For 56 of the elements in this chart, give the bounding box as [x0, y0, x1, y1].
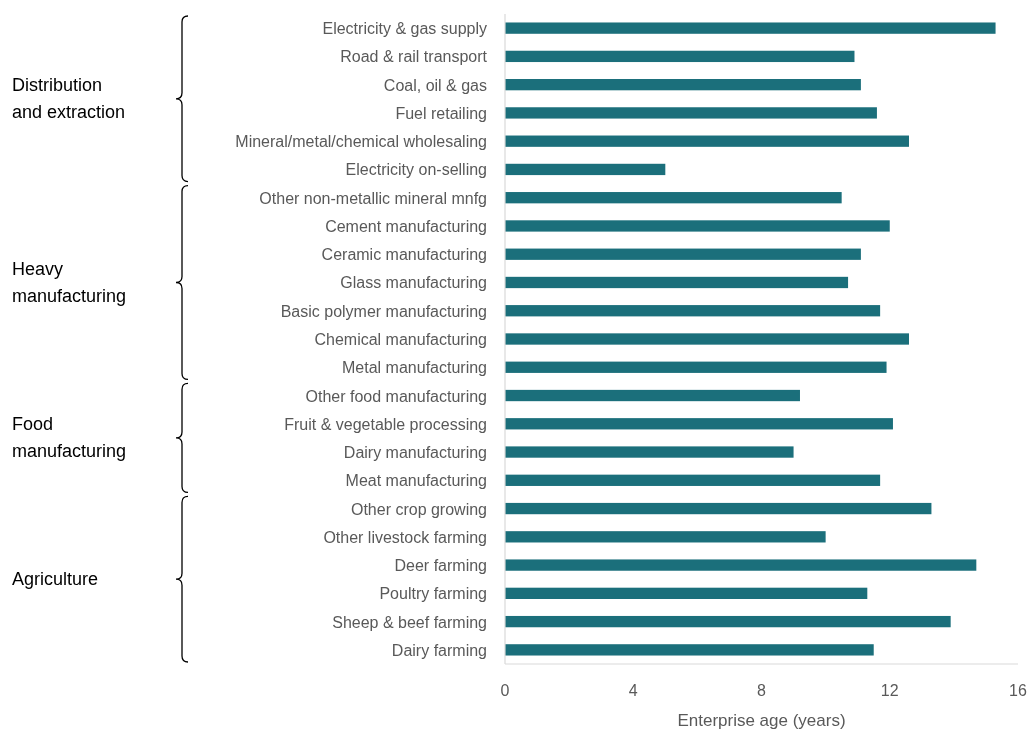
y-tick-label: Other crop growing — [350, 500, 487, 518]
y-tick-label: Deer farming — [394, 557, 487, 575]
y-tick-label: Other non-metallic mineral mnfg — [259, 189, 487, 207]
y-tick-label: Basic polymer manufacturing — [280, 302, 487, 320]
y-tick-label: Mineral/metal/chemical wholesaling — [235, 133, 487, 151]
y-tick-label: Cement manufacturing — [325, 217, 487, 235]
bar — [505, 389, 800, 402]
bar — [505, 559, 977, 571]
y-tick-label: Dairy manufacturing — [343, 444, 487, 462]
y-tick-label: Fuel retailing — [395, 104, 487, 122]
bar — [505, 248, 861, 260]
y-tick-label: Electricity & gas supply — [322, 20, 487, 38]
y-tick-label: Chemical manufacturing — [314, 331, 487, 348]
bar — [505, 531, 826, 543]
bar — [505, 615, 951, 628]
bar — [505, 361, 887, 373]
y-tick-label: Fruit & vegetable processing — [284, 415, 487, 433]
y-tick-label: Poultry farming — [379, 585, 487, 603]
bar — [505, 50, 855, 63]
y-tick-label: Dairy farming — [391, 641, 487, 659]
bar — [505, 79, 861, 91]
bar — [505, 305, 881, 317]
y-tick-label: Glass manufacturing — [340, 274, 487, 292]
bar — [505, 107, 877, 119]
text: Food manufacturing — [12, 414, 127, 462]
y-tick-label: Ceramic manufacturing — [321, 246, 487, 264]
bar — [505, 22, 996, 34]
bar — [505, 418, 893, 430]
bar — [505, 644, 874, 656]
y-tick-label: Meat manufacturing — [345, 472, 487, 490]
y-tick-label: Road & rail transport — [340, 48, 488, 66]
bar — [505, 276, 849, 289]
bar — [505, 587, 868, 599]
x-tick-label: 0 — [500, 682, 510, 699]
x-tick-label: 16 — [1009, 682, 1027, 699]
x-tick-label: 4 — [628, 682, 638, 699]
bar — [505, 192, 842, 204]
y-tick-label: Other food manufacturing — [305, 387, 487, 405]
text: Heavy manufacturing — [12, 258, 127, 306]
x-tick-label: 8 — [757, 682, 767, 699]
bar — [505, 163, 666, 176]
text: Agriculture — [12, 569, 99, 590]
y-tick-label: Electricity on-selling — [345, 161, 487, 179]
bar — [505, 446, 794, 458]
bar — [505, 502, 932, 515]
x-axis-title: Enterprise age (years) — [677, 711, 846, 730]
x-tick-label: 12 — [880, 682, 899, 699]
bar — [505, 333, 909, 345]
y-tick-label: Other livestock farming — [323, 528, 487, 546]
bar — [505, 474, 881, 486]
bar — [505, 220, 890, 232]
y-tick-label: Coal, oil & gas — [383, 76, 487, 94]
text: Distribution and extraction — [12, 75, 126, 123]
bar — [505, 135, 909, 147]
y-tick-label: Sheep & beef farming — [332, 613, 487, 631]
y-tick-label: Metal manufacturing — [342, 359, 487, 377]
